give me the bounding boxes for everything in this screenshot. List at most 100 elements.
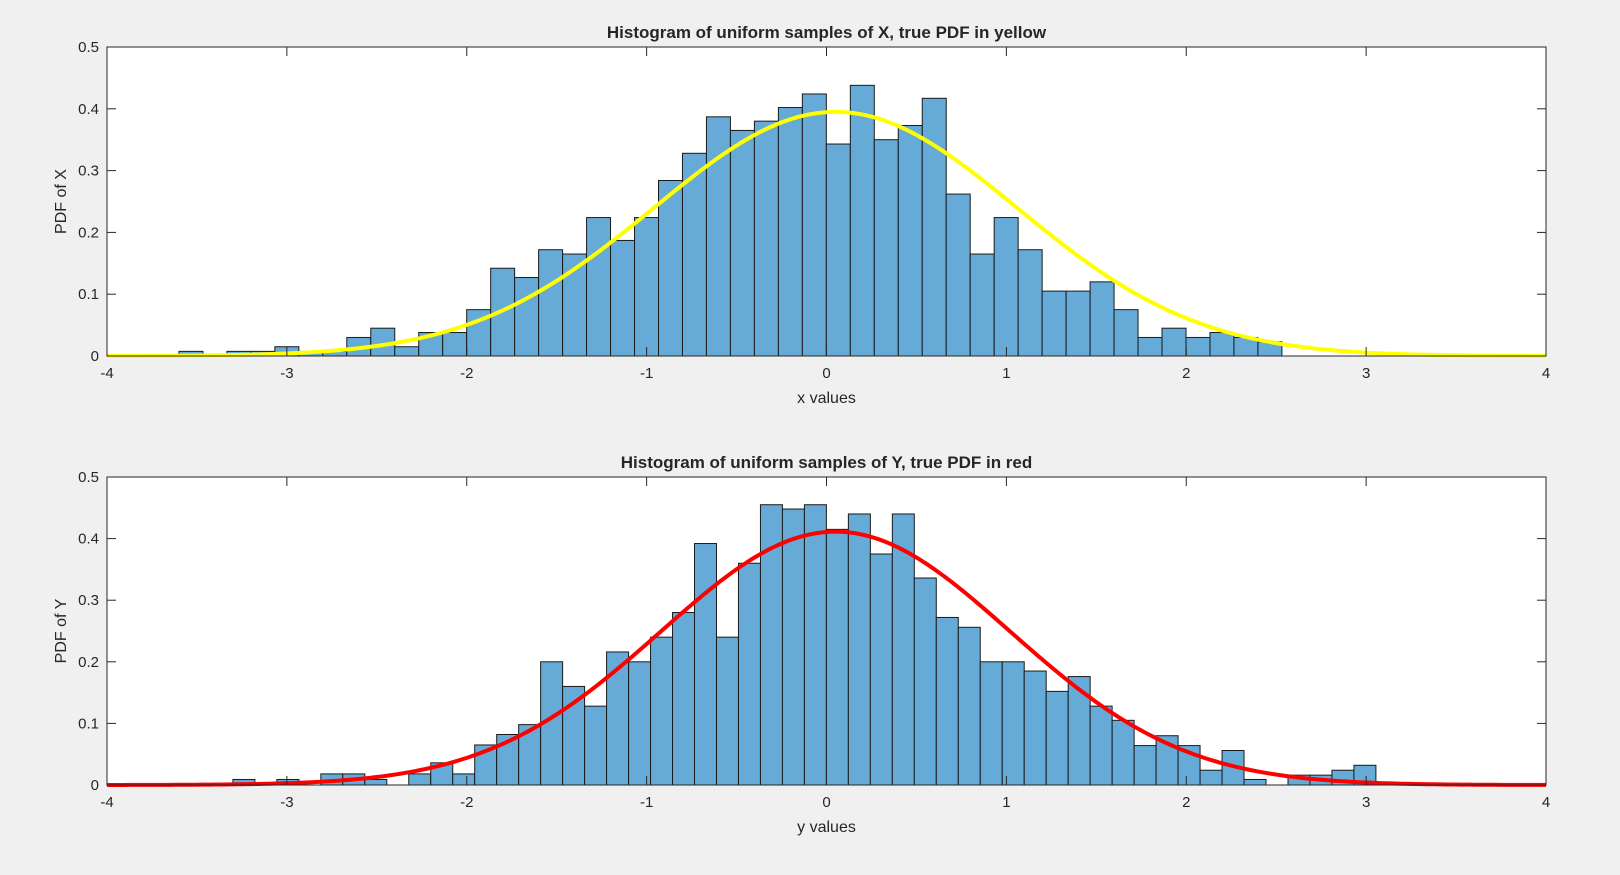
histogram-bar xyxy=(442,332,468,357)
histogram-bar xyxy=(945,193,971,357)
histogram-bar xyxy=(897,124,923,357)
histogram-bar xyxy=(737,562,761,786)
histogram-bar xyxy=(694,543,717,786)
histogram-bar xyxy=(1243,778,1267,786)
x-tick-label: 3 xyxy=(1362,365,1370,382)
histogram-bar xyxy=(1089,281,1115,357)
histogram-bar xyxy=(753,120,779,357)
histogram-bar xyxy=(979,661,1003,786)
pdf-curve-yellow xyxy=(106,109,1547,358)
x-tick-label: -4 xyxy=(100,365,113,382)
y-axis-label: PDF of X xyxy=(53,169,70,234)
histogram-bar xyxy=(1199,769,1223,786)
histogram-bar xyxy=(921,97,947,357)
x-tick-label: 1 xyxy=(1002,794,1010,811)
x-tick-label: 0 xyxy=(822,794,830,811)
histogram-bar xyxy=(801,93,827,357)
histogram-bar xyxy=(364,778,388,786)
histogram-bar xyxy=(825,528,849,786)
axis-ticks: -4 -3 -2 -1 0 1 2 3 4 0 0.1 0.2 0.3 0.4 0.5 xyxy=(78,469,1550,811)
axis-ticks: -4 -3 -2 -1 0 1 2 3 4 0 0.1 0.2 0.3 0.4 0.5 xyxy=(78,39,1550,382)
axes-x-histogram: -4 -3 -2 -1 0 1 2 3 4 0 0.1 0.2 0.3 0.4 0.5 Histogram … xyxy=(53,23,1550,407)
histogram-bar xyxy=(1017,249,1043,357)
histogram-bar xyxy=(586,217,612,357)
chart-title: Histogram of uniform samples of Y, true … xyxy=(621,453,1033,472)
histogram-bar xyxy=(1209,332,1235,357)
y-tick-label: 0.4 xyxy=(78,101,99,118)
y-tick-label: 0 xyxy=(91,777,99,794)
y-tick-label: 0.4 xyxy=(78,531,99,548)
histogram-bar xyxy=(869,553,893,786)
x-tick-label: -3 xyxy=(280,365,293,382)
histogram-bar xyxy=(1133,745,1157,786)
y-tick-label: 0.2 xyxy=(78,654,99,671)
histogram-bar xyxy=(514,277,540,357)
histogram-bar xyxy=(394,346,420,357)
x-tick-label: 3 xyxy=(1362,794,1370,811)
histogram-bars xyxy=(232,504,1377,786)
histogram-bar xyxy=(729,129,755,357)
x-tick-label: -1 xyxy=(640,794,653,811)
histogram-bar xyxy=(849,84,875,357)
histogram-bar xyxy=(1023,670,1047,786)
x-tick-label: -3 xyxy=(280,794,293,811)
x-tick-label: -1 xyxy=(640,365,653,382)
histogram-bar xyxy=(672,612,696,786)
histogram-bar xyxy=(777,107,803,357)
y-tick-label: 0.1 xyxy=(78,286,99,303)
histogram-bar xyxy=(825,143,851,357)
histogram-bar xyxy=(969,253,995,357)
histogram-bar xyxy=(408,773,432,786)
histogram-bar xyxy=(873,139,899,357)
histogram-bar xyxy=(1065,290,1091,357)
histogram-bar xyxy=(606,651,630,786)
histogram-bar xyxy=(715,636,739,786)
y-tick-label: 0 xyxy=(91,348,99,365)
y-tick-label: 0.3 xyxy=(78,592,99,609)
x-axis-label: x values xyxy=(797,390,856,407)
y-tick-label: 0.2 xyxy=(78,224,99,241)
y-tick-label: 0.5 xyxy=(78,39,99,56)
histogram-bar xyxy=(1113,309,1139,357)
x-tick-label: -2 xyxy=(460,365,473,382)
histogram-bar xyxy=(913,577,937,786)
x-tick-label: 4 xyxy=(1542,794,1550,811)
y-tick-label: 0.1 xyxy=(78,715,99,732)
x-tick-label: 1 xyxy=(1002,365,1010,382)
histogram-bar xyxy=(1045,690,1069,786)
histogram-bar xyxy=(957,626,981,786)
y-tick-label: 0.5 xyxy=(78,469,99,486)
histogram-bar xyxy=(1161,327,1187,357)
pdf-curve-red xyxy=(106,529,1547,787)
histogram-bar xyxy=(847,513,871,786)
histogram-bar xyxy=(538,249,564,357)
x-tick-label: -2 xyxy=(460,794,473,811)
axes-y-histogram: -4 -3 -2 -1 0 1 2 3 4 0 0.1 0.2 0.3 0.4 0.5 Histogram … xyxy=(53,453,1550,836)
x-tick-label: 0 xyxy=(822,365,830,382)
y-tick-label: 0.3 xyxy=(78,163,99,180)
x-tick-label: 2 xyxy=(1182,794,1190,811)
x-tick-label: -4 xyxy=(100,794,113,811)
histogram-bar xyxy=(1089,705,1113,786)
histogram-bar xyxy=(650,636,674,786)
histogram-bar xyxy=(658,179,683,357)
histogram-bar xyxy=(803,504,827,786)
histogram-bar xyxy=(1185,336,1211,357)
histogram-bar xyxy=(452,773,476,786)
histogram-bar xyxy=(1111,719,1135,786)
y-axis-label: PDF of Y xyxy=(53,598,70,663)
chart-title: Histogram of uniform samples of X, true … xyxy=(607,23,1047,42)
histogram-bar xyxy=(584,705,608,786)
histogram-bar xyxy=(1041,290,1067,357)
x-axis-label: y values xyxy=(797,819,856,836)
x-tick-label: 4 xyxy=(1542,365,1550,382)
histogram-bar xyxy=(781,508,805,786)
histogram-bar xyxy=(1001,661,1025,786)
histogram-bar xyxy=(935,616,959,786)
histogram-bar xyxy=(1137,336,1163,357)
histogram-bar xyxy=(634,217,660,357)
histogram-bar xyxy=(993,217,1019,357)
histogram-bar xyxy=(628,661,652,786)
x-tick-label: 2 xyxy=(1182,365,1190,382)
